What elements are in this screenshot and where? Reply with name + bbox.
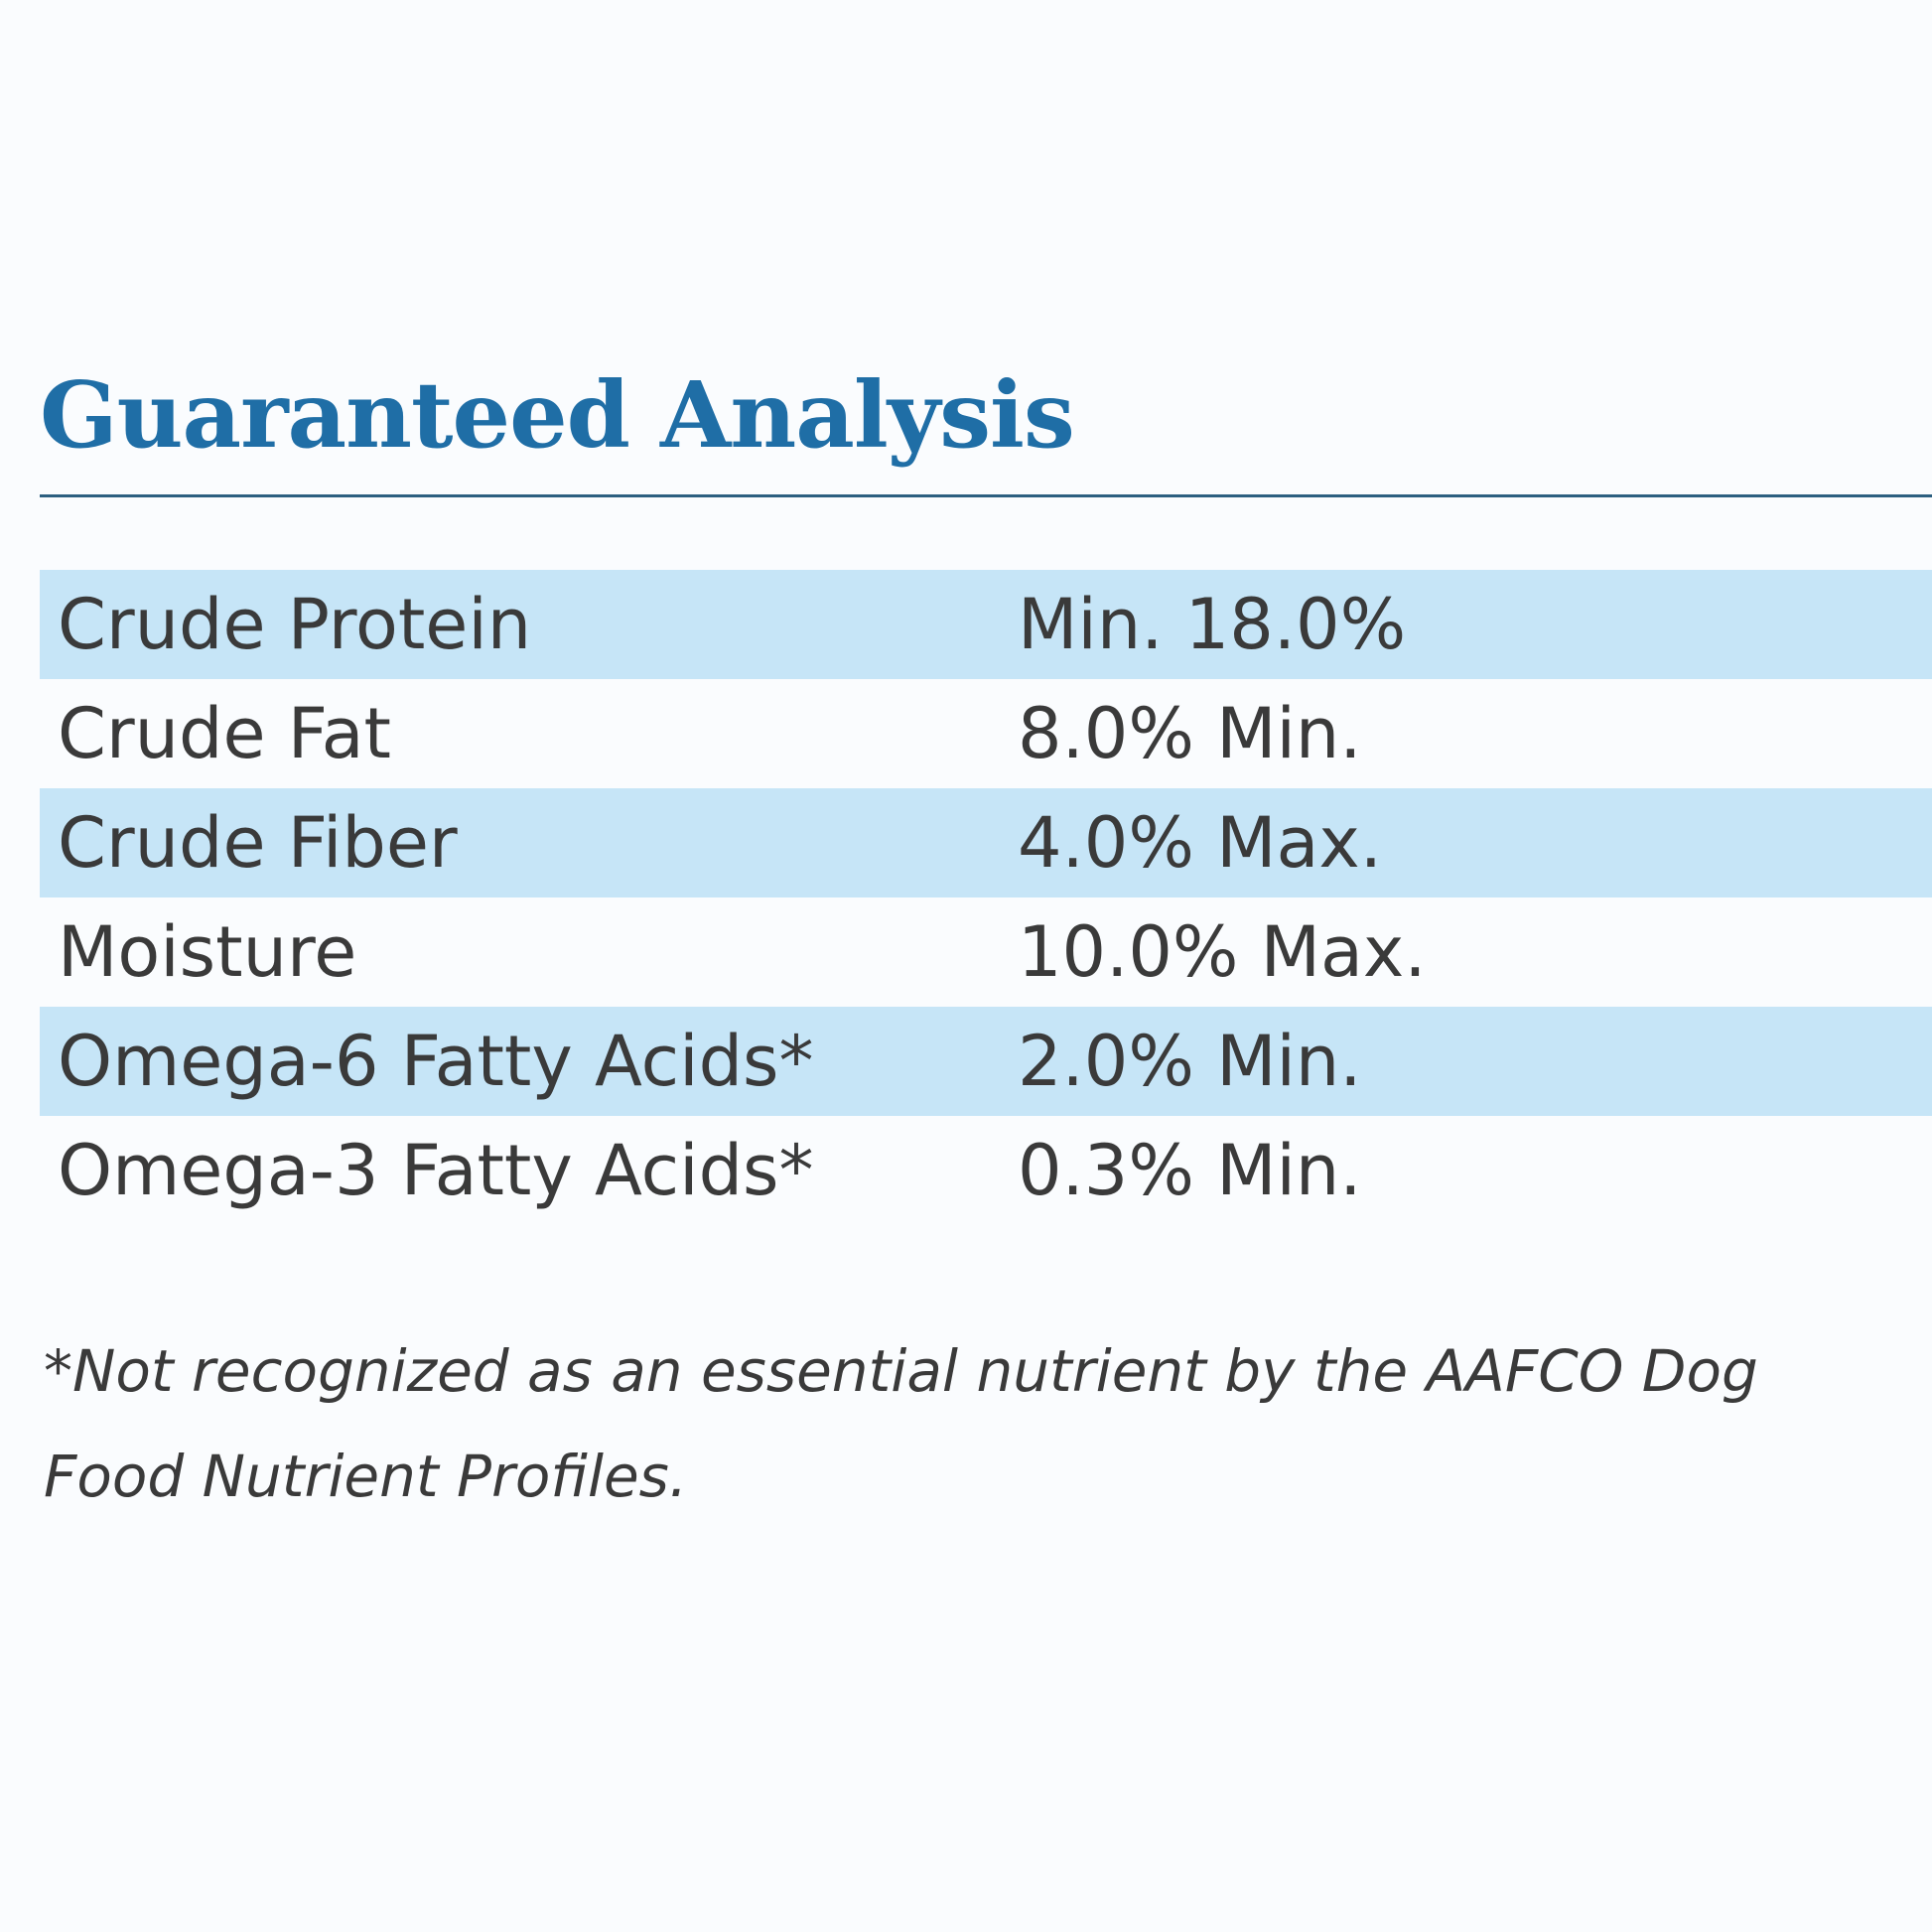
table-row: Omega-6 Fatty Acids* 2.0% Min. (40, 1007, 1932, 1116)
nutrient-name: Crude Fat (58, 693, 391, 774)
analysis-table: Crude Protein Min. 18.0% Crude Fat 8.0% … (40, 570, 1932, 1225)
nutrient-value: 10.0% Max. (1018, 911, 1427, 993)
footnote: *Not recognized as an essential nutrient… (44, 1337, 1758, 1510)
nutrient-value: 4.0% Max. (1018, 802, 1383, 884)
nutrient-name: Crude Fiber (58, 802, 458, 884)
nutrient-value: 8.0% Min. (1018, 693, 1362, 774)
table-row: Crude Fat 8.0% Min. (40, 679, 1932, 788)
nutrient-value: 2.0% Min. (1018, 1021, 1362, 1102)
table-row: Crude Fiber 4.0% Max. (40, 788, 1932, 897)
nutrient-name: Omega-3 Fatty Acids* (58, 1130, 814, 1211)
page-title: Guaranteed Analysis (40, 361, 1075, 469)
nutrient-name: Omega-6 Fatty Acids* (58, 1021, 814, 1102)
nutrient-value: 0.3% Min. (1018, 1130, 1362, 1211)
nutrient-value: Min. 18.0% (1018, 584, 1407, 665)
title-divider (40, 494, 1932, 497)
nutrient-name: Crude Protein (58, 584, 532, 665)
table-row: Moisture 10.0% Max. (40, 897, 1932, 1007)
table-row: Crude Protein Min. 18.0% (40, 570, 1932, 679)
nutrient-name: Moisture (58, 911, 357, 993)
table-row: Omega-3 Fatty Acids* 0.3% Min. (40, 1116, 1932, 1225)
